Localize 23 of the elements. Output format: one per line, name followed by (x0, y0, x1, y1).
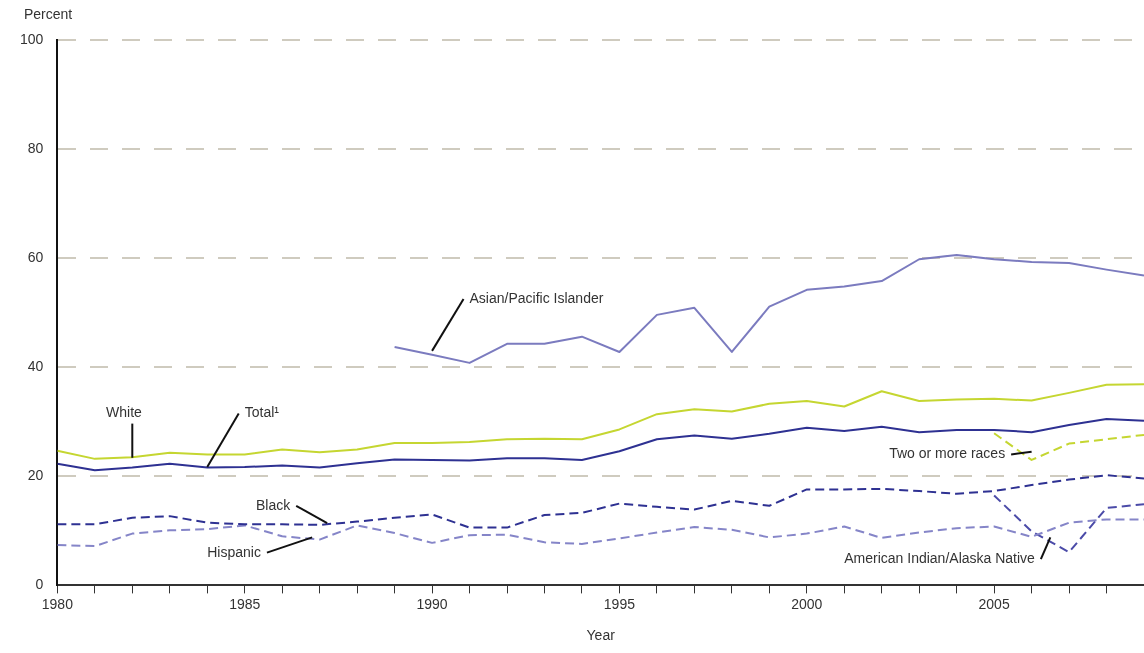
y-tick-label: 60 (27, 249, 44, 266)
y-tick-label: 40 (27, 358, 44, 375)
line-series (57, 474, 1144, 529)
y-tick-label: 80 (27, 139, 44, 156)
y-tick-label: 100 (20, 30, 44, 47)
y-tick-label: 0 (35, 576, 44, 593)
text: Asian/Pacific Islander (469, 289, 604, 306)
series-label: Two or more races (889, 445, 1006, 462)
y-tick-label: 20 (27, 467, 44, 484)
series-label: Black (255, 496, 292, 513)
x-tick-label: 1995 (603, 595, 636, 612)
x-axis-title: Year (586, 627, 616, 644)
y-axis-title: Percent (24, 5, 73, 22)
x-tick-label: 1985 (229, 595, 261, 612)
x-tick-label: 1980 (41, 595, 74, 612)
x-tick-label: 2005 (978, 595, 1010, 612)
x-tick-label: 2000 (791, 595, 823, 612)
text: White (106, 404, 143, 421)
line-series (993, 494, 1144, 554)
series-label: Hispanic (207, 543, 261, 560)
text: Total¹ (244, 404, 280, 421)
series-label: American Indian/Alaska Native (844, 550, 1036, 567)
x-tick-label: 1990 (416, 595, 448, 612)
